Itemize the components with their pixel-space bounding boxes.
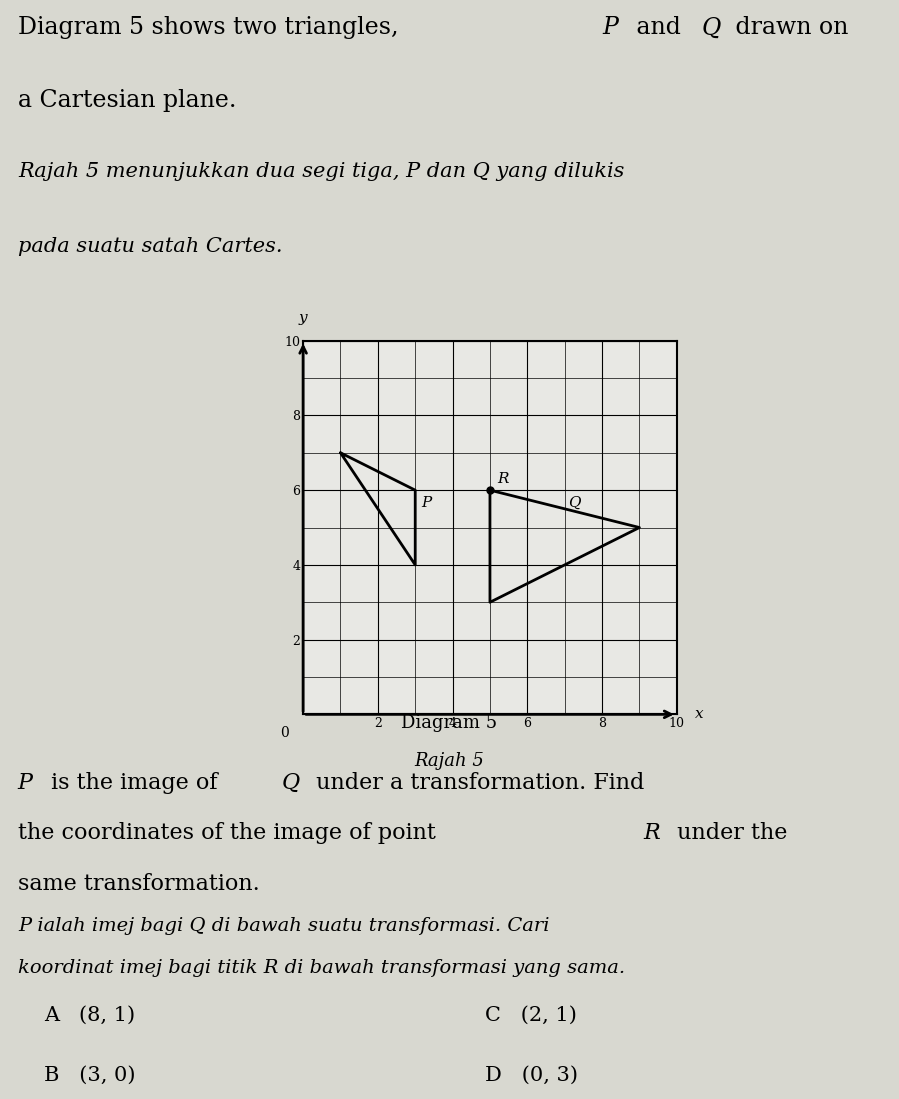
- Text: y: y: [298, 311, 307, 325]
- Text: P: P: [421, 496, 432, 510]
- Text: Q: Q: [701, 16, 721, 40]
- Text: P: P: [602, 16, 619, 40]
- Text: R: R: [497, 473, 509, 487]
- Text: Rajah 5 menunjukkan dua segi tiga, P dan Q yang dilukis: Rajah 5 menunjukkan dua segi tiga, P dan…: [18, 162, 624, 180]
- Text: Q: Q: [282, 771, 300, 793]
- Text: under the: under the: [670, 822, 788, 844]
- Text: the coordinates of the image of point: the coordinates of the image of point: [18, 822, 443, 844]
- Text: under a transformation. Find: under a transformation. Find: [308, 771, 644, 793]
- Text: P: P: [18, 771, 32, 793]
- Text: Diagram 5: Diagram 5: [402, 713, 497, 732]
- Text: B   (3, 0): B (3, 0): [44, 1066, 136, 1085]
- Text: 0: 0: [280, 726, 289, 740]
- Text: Rajah 5: Rajah 5: [414, 752, 485, 770]
- Text: pada suatu satah Cartes.: pada suatu satah Cartes.: [18, 237, 282, 256]
- Text: drawn on: drawn on: [728, 16, 849, 40]
- Text: A   (8, 1): A (8, 1): [44, 1006, 136, 1024]
- Text: C   (2, 1): C (2, 1): [485, 1006, 576, 1024]
- Text: same transformation.: same transformation.: [18, 873, 260, 896]
- Text: R: R: [644, 822, 660, 844]
- Text: koordinat imej bagi titik R di bawah transformasi yang sama.: koordinat imej bagi titik R di bawah tra…: [18, 958, 625, 977]
- Text: and: and: [629, 16, 689, 40]
- Text: a Cartesian plane.: a Cartesian plane.: [18, 89, 236, 112]
- Text: is the image of: is the image of: [44, 771, 225, 793]
- Text: D   (0, 3): D (0, 3): [485, 1066, 578, 1085]
- Text: P ialah imej bagi Q di bawah suatu transformasi. Cari: P ialah imej bagi Q di bawah suatu trans…: [18, 917, 549, 935]
- Text: x: x: [695, 708, 704, 721]
- Text: Diagram 5 shows two triangles,: Diagram 5 shows two triangles,: [18, 16, 406, 40]
- Text: Q: Q: [568, 496, 581, 510]
